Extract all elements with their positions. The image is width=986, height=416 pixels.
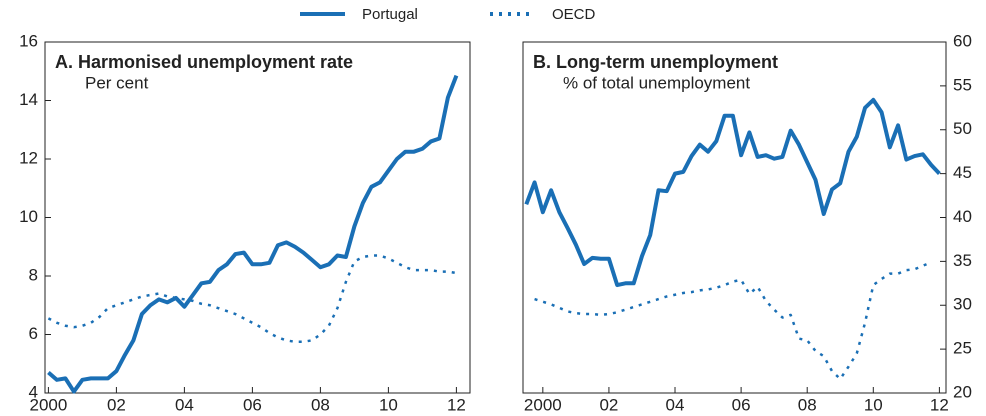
- x-tick-label: 08: [798, 395, 817, 414]
- data-line: [524, 97, 941, 288]
- y-tick-label: 14: [19, 90, 38, 109]
- x-tick-label: 04: [666, 395, 685, 414]
- panel-title: B. Long-term unemployment: [533, 52, 778, 72]
- y-tick-label: 16: [19, 31, 38, 50]
- x-tick-label: 12: [447, 395, 466, 414]
- y-tick-label: 25: [953, 339, 972, 358]
- x-tick-label: 10: [379, 395, 398, 414]
- x-tick-label: 12: [930, 395, 949, 414]
- x-tick-label: 04: [175, 395, 194, 414]
- data-line: [534, 261, 932, 381]
- y-tick-label: 8: [29, 265, 38, 284]
- y-tick-label: 60: [953, 31, 972, 50]
- y-tick-label: 6: [29, 324, 38, 343]
- y-tick-label: 12: [19, 148, 38, 167]
- panel-subtitle: % of total unemployment: [563, 73, 750, 92]
- x-tick-label: 08: [311, 395, 330, 414]
- legend-label: OECD: [552, 6, 596, 23]
- y-tick-label: 45: [953, 163, 972, 182]
- panel-title: A. Harmonised unemployment rate: [55, 52, 353, 72]
- y-tick-label: 35: [953, 251, 972, 270]
- y-tick-label: 4: [29, 382, 38, 401]
- x-tick-label: 02: [599, 395, 618, 414]
- y-tick-label: 50: [953, 119, 972, 138]
- x-tick-label: 06: [732, 395, 751, 414]
- y-tick-label: 40: [953, 207, 972, 226]
- plot-frame: [522, 41, 947, 394]
- plot-frame: [44, 41, 471, 394]
- y-tick-label: 20: [953, 382, 972, 401]
- data-line: [47, 254, 457, 344]
- x-tick-label: 02: [107, 395, 126, 414]
- panel-subtitle: Per cent: [85, 73, 149, 92]
- legend-label: Portugal: [362, 6, 418, 23]
- y-tick-label: 30: [953, 295, 972, 314]
- y-tick-label: 10: [19, 207, 38, 226]
- x-tick-label: 2000: [524, 395, 562, 414]
- x-tick-label: 06: [243, 395, 262, 414]
- y-tick-label: 55: [953, 75, 972, 94]
- x-tick-label: 2000: [29, 395, 67, 414]
- data-line: [47, 74, 459, 394]
- x-tick-label: 10: [864, 395, 883, 414]
